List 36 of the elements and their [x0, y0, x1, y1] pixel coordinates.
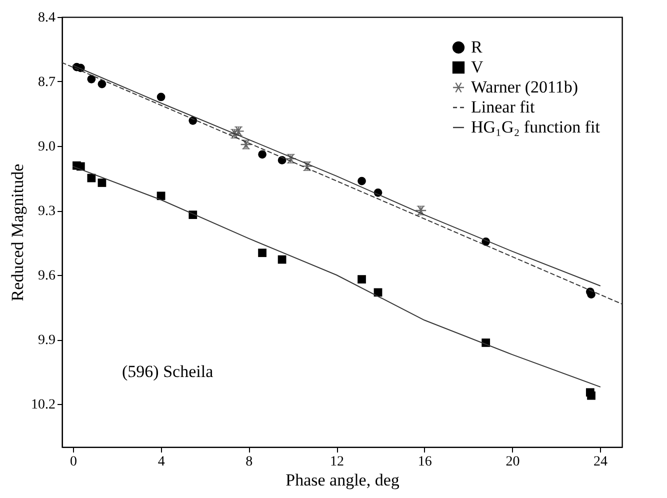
x-tick-label: 12 [330, 454, 344, 470]
point [374, 288, 382, 297]
point [98, 80, 106, 88]
x-tick-label: 20 [506, 454, 520, 470]
point [156, 192, 166, 200]
point [87, 174, 96, 182]
legend-label: R [471, 38, 483, 56]
y-tick-label: 9.0 [38, 140, 56, 154]
legend-label: Linear fit [471, 98, 535, 116]
x-tick-label: 8 [246, 454, 253, 470]
point [258, 150, 266, 159]
y-tick-label: 8.7 [38, 75, 56, 90]
point [156, 92, 166, 102]
y-tick-label: 9.6 [38, 268, 56, 284]
legend-label: Warner (2011b) [471, 78, 578, 96]
point [258, 248, 266, 258]
point [358, 275, 366, 284]
x-tick-label: 4 [158, 454, 165, 470]
x-tick-label: 24 [594, 454, 608, 470]
y-axis-title: Reduced Magnitude [8, 164, 27, 302]
x-tick-label: 16 [418, 454, 432, 470]
y-tick-label: 9.9 [38, 333, 56, 348]
annotation: (596) Scheila [122, 362, 214, 381]
legend-label: V [471, 58, 484, 76]
point [587, 290, 596, 299]
point [87, 74, 96, 84]
legend-label: HG₁G₂ function fit [471, 118, 600, 136]
x-axis-title: Phase angle, deg [286, 470, 400, 490]
point [358, 176, 366, 186]
point [587, 391, 596, 400]
y-tick-label: 9.3 [38, 204, 56, 219]
point [98, 178, 106, 187]
point [278, 255, 286, 264]
x-tick-label: 0 [70, 454, 77, 470]
y-tick-label: 10.2 [31, 398, 56, 412]
y-tick-label: 8.4 [38, 10, 56, 26]
